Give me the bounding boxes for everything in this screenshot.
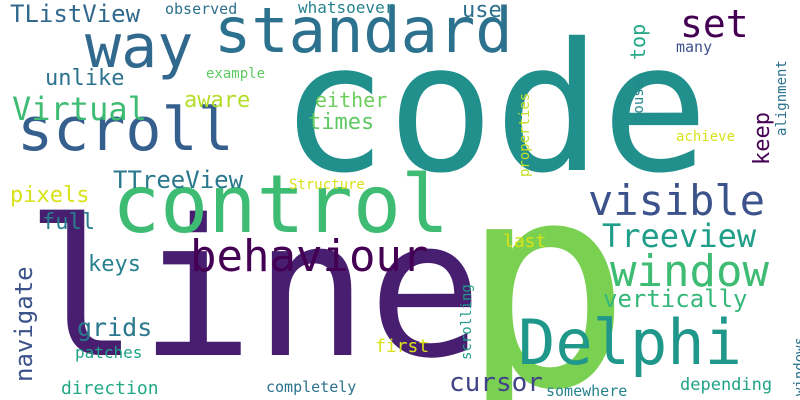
word-properties: properties bbox=[517, 92, 533, 177]
word-patches: patches bbox=[75, 343, 143, 362]
word-standard: standard bbox=[214, 0, 513, 67]
word-many: many bbox=[676, 38, 713, 56]
word-aware: aware bbox=[184, 88, 251, 113]
word-example: example bbox=[206, 66, 266, 82]
word-last: last bbox=[503, 231, 547, 252]
word-pixels: pixels bbox=[10, 183, 90, 208]
word-scroll: scroll bbox=[17, 95, 234, 165]
word-line: line bbox=[25, 179, 483, 400]
word-vertically: vertically bbox=[603, 285, 748, 313]
word-whatsoever: whatsoever bbox=[298, 0, 395, 17]
word-ttreeview: TTreeView bbox=[113, 166, 244, 194]
word-set: set bbox=[680, 2, 749, 46]
word-first: first bbox=[375, 336, 430, 357]
word-delphi: Delphi bbox=[518, 306, 742, 379]
word-observed: observed bbox=[165, 0, 238, 18]
word-achieve: achieve bbox=[676, 129, 736, 145]
word-navigate: navigate bbox=[10, 266, 38, 382]
word-keys: keys bbox=[88, 252, 141, 277]
word-virtual: Virtual bbox=[12, 90, 147, 128]
word-control: control bbox=[112, 158, 450, 251]
word-use: use bbox=[462, 0, 502, 23]
word-grids: grids bbox=[77, 313, 153, 342]
word-tlistview: TListView bbox=[10, 0, 141, 28]
word-visible: visible bbox=[588, 176, 766, 225]
word-behaviour: behaviour bbox=[190, 231, 429, 282]
word-keep: keep bbox=[750, 112, 775, 165]
word-p: p bbox=[460, 121, 632, 400]
word-full: full bbox=[42, 210, 95, 235]
word-alignment: alignment bbox=[774, 60, 790, 136]
word-window: window bbox=[610, 246, 769, 297]
word-depending: depending bbox=[680, 375, 773, 395]
word-direction: direction bbox=[61, 378, 159, 399]
word-times: times bbox=[308, 110, 375, 135]
word-way: way bbox=[85, 12, 194, 82]
word-code: code bbox=[280, 5, 709, 212]
word-structure: Structure bbox=[289, 177, 365, 193]
word-unlike: unlike bbox=[45, 66, 125, 91]
word-somewhere: somewhere bbox=[546, 382, 628, 400]
word-completely: completely bbox=[266, 378, 357, 396]
word-windows: windows bbox=[792, 336, 800, 396]
word-cursor: cursor bbox=[449, 368, 543, 398]
word-treeview: Treeview bbox=[602, 217, 757, 255]
word-either: either bbox=[315, 88, 388, 112]
word-scrolling: scrolling bbox=[459, 284, 475, 360]
word-mouse: mouse bbox=[631, 79, 647, 122]
word-top: top bbox=[626, 23, 650, 60]
